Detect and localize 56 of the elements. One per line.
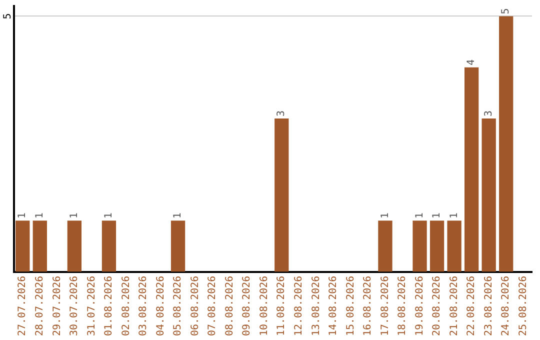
data-label: 1	[432, 212, 443, 219]
x-tick-label: 27.07.2026	[17, 276, 28, 336]
x-tick-label: 30.07.2026	[69, 276, 80, 336]
data-label: 3	[276, 110, 288, 116]
x-tick-label: 05.08.2026	[172, 276, 184, 336]
data-label: 1	[448, 212, 460, 219]
data-label: 5	[500, 8, 512, 14]
bar	[67, 220, 82, 272]
x-tick-label: 12.08.2026	[293, 276, 304, 336]
x-tick-label: 17.08.2026	[380, 276, 391, 336]
bar	[447, 220, 462, 272]
bar	[499, 16, 514, 272]
x-tick-label: 25.08.2026	[518, 276, 529, 336]
x-tick-label: 02.08.2026	[120, 276, 132, 336]
data-label: 1	[414, 212, 426, 219]
bar	[464, 67, 479, 272]
x-tick-label: 01.08.2026	[104, 276, 115, 336]
x-tick-label: 19.08.2026	[414, 276, 426, 336]
x-tick-label: 16.08.2026	[362, 276, 374, 336]
data-label: 4	[466, 59, 478, 66]
x-tick-label: 28.07.2026	[34, 276, 46, 336]
x-tick-label: 03.08.2026	[138, 276, 150, 336]
data-label: 1	[172, 212, 184, 219]
x-tick-label: 10.08.2026	[258, 276, 270, 336]
x-tick-label: 24.08.2026	[500, 276, 512, 336]
data-label: 1	[69, 212, 80, 219]
x-tick-label: 18.08.2026	[397, 276, 408, 336]
data-label: 1	[17, 212, 28, 219]
x-tick-label: 15.08.2026	[345, 276, 356, 336]
bar	[170, 220, 186, 272]
bar	[430, 220, 444, 272]
bar	[274, 118, 289, 272]
bar	[102, 220, 116, 272]
x-tick-label: 11.08.2026	[276, 276, 288, 336]
x-tick-label: 13.08.2026	[310, 276, 322, 336]
x-tick-label: 23.08.2026	[483, 276, 494, 336]
data-label: 1	[380, 212, 391, 219]
bar	[412, 220, 427, 272]
data-label: 1	[104, 212, 115, 219]
x-tick-label: 21.08.2026	[448, 276, 460, 336]
data-label: 1	[34, 212, 46, 219]
x-tick-label: 31.07.2026	[86, 276, 98, 336]
x-tick-label: 08.08.2026	[224, 276, 236, 336]
x-tick-label: 14.08.2026	[328, 276, 340, 336]
x-tick-label: 20.08.2026	[432, 276, 443, 336]
x-tick-label: 22.08.2026	[466, 276, 478, 336]
bar	[378, 220, 392, 272]
x-tick-label: 06.08.2026	[190, 276, 201, 336]
x-tick-label: 09.08.2026	[242, 276, 253, 336]
x-tick-label: 04.08.2026	[155, 276, 166, 336]
bar	[32, 220, 47, 272]
x-tick-label: 07.08.2026	[207, 276, 218, 336]
bar	[16, 220, 30, 272]
data-label: 3	[483, 110, 494, 116]
bar	[482, 118, 496, 272]
x-tick-label: 29.07.2026	[52, 276, 63, 336]
